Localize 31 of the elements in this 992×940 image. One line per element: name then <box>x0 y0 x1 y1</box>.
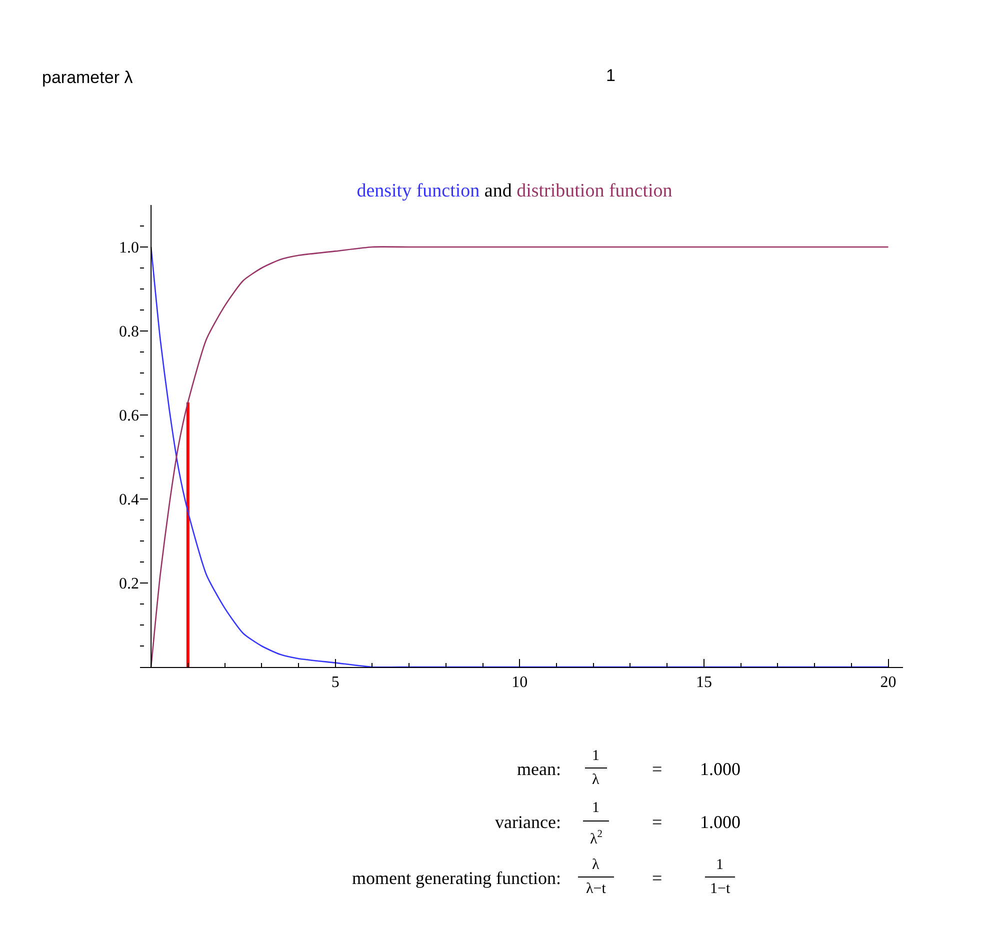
text: parameter λ <box>42 68 134 87</box>
text: distribution function <box>516 180 673 202</box>
y-tick-label: 0.2 <box>119 576 139 593</box>
text: 1 <box>606 66 616 85</box>
x-tick-label: 20 <box>880 674 896 692</box>
text: 1.000 <box>700 759 740 779</box>
text: 1 <box>716 857 724 873</box>
y-tick-label: 0.8 <box>119 324 139 341</box>
text: λ <box>592 857 600 873</box>
text: moment generating function: <box>352 868 561 888</box>
text: 1−t <box>710 881 731 897</box>
x-tick-label: 15 <box>696 674 712 692</box>
text: = <box>652 812 662 832</box>
text: mean: <box>517 759 561 779</box>
text: 1.000 <box>700 812 740 832</box>
chart-title: and <box>484 180 512 202</box>
text: 1 <box>592 800 600 816</box>
text: λ$^{2}$ <box>590 829 603 848</box>
text: = <box>652 759 662 779</box>
text: λ−t <box>586 881 607 897</box>
text: = <box>652 868 662 888</box>
x-tick-label: 5 <box>331 674 340 692</box>
y-tick-label: 0.6 <box>119 408 139 425</box>
y-tick-label: 0.4 <box>119 492 139 509</box>
y-tick-label: 1.0 <box>119 240 139 257</box>
text: λ <box>592 772 600 788</box>
text: 1 <box>592 748 600 764</box>
line-series <box>150 246 889 667</box>
text: variance: <box>495 812 561 832</box>
x-tick-label: 10 <box>512 674 528 692</box>
text: density function <box>356 180 480 202</box>
